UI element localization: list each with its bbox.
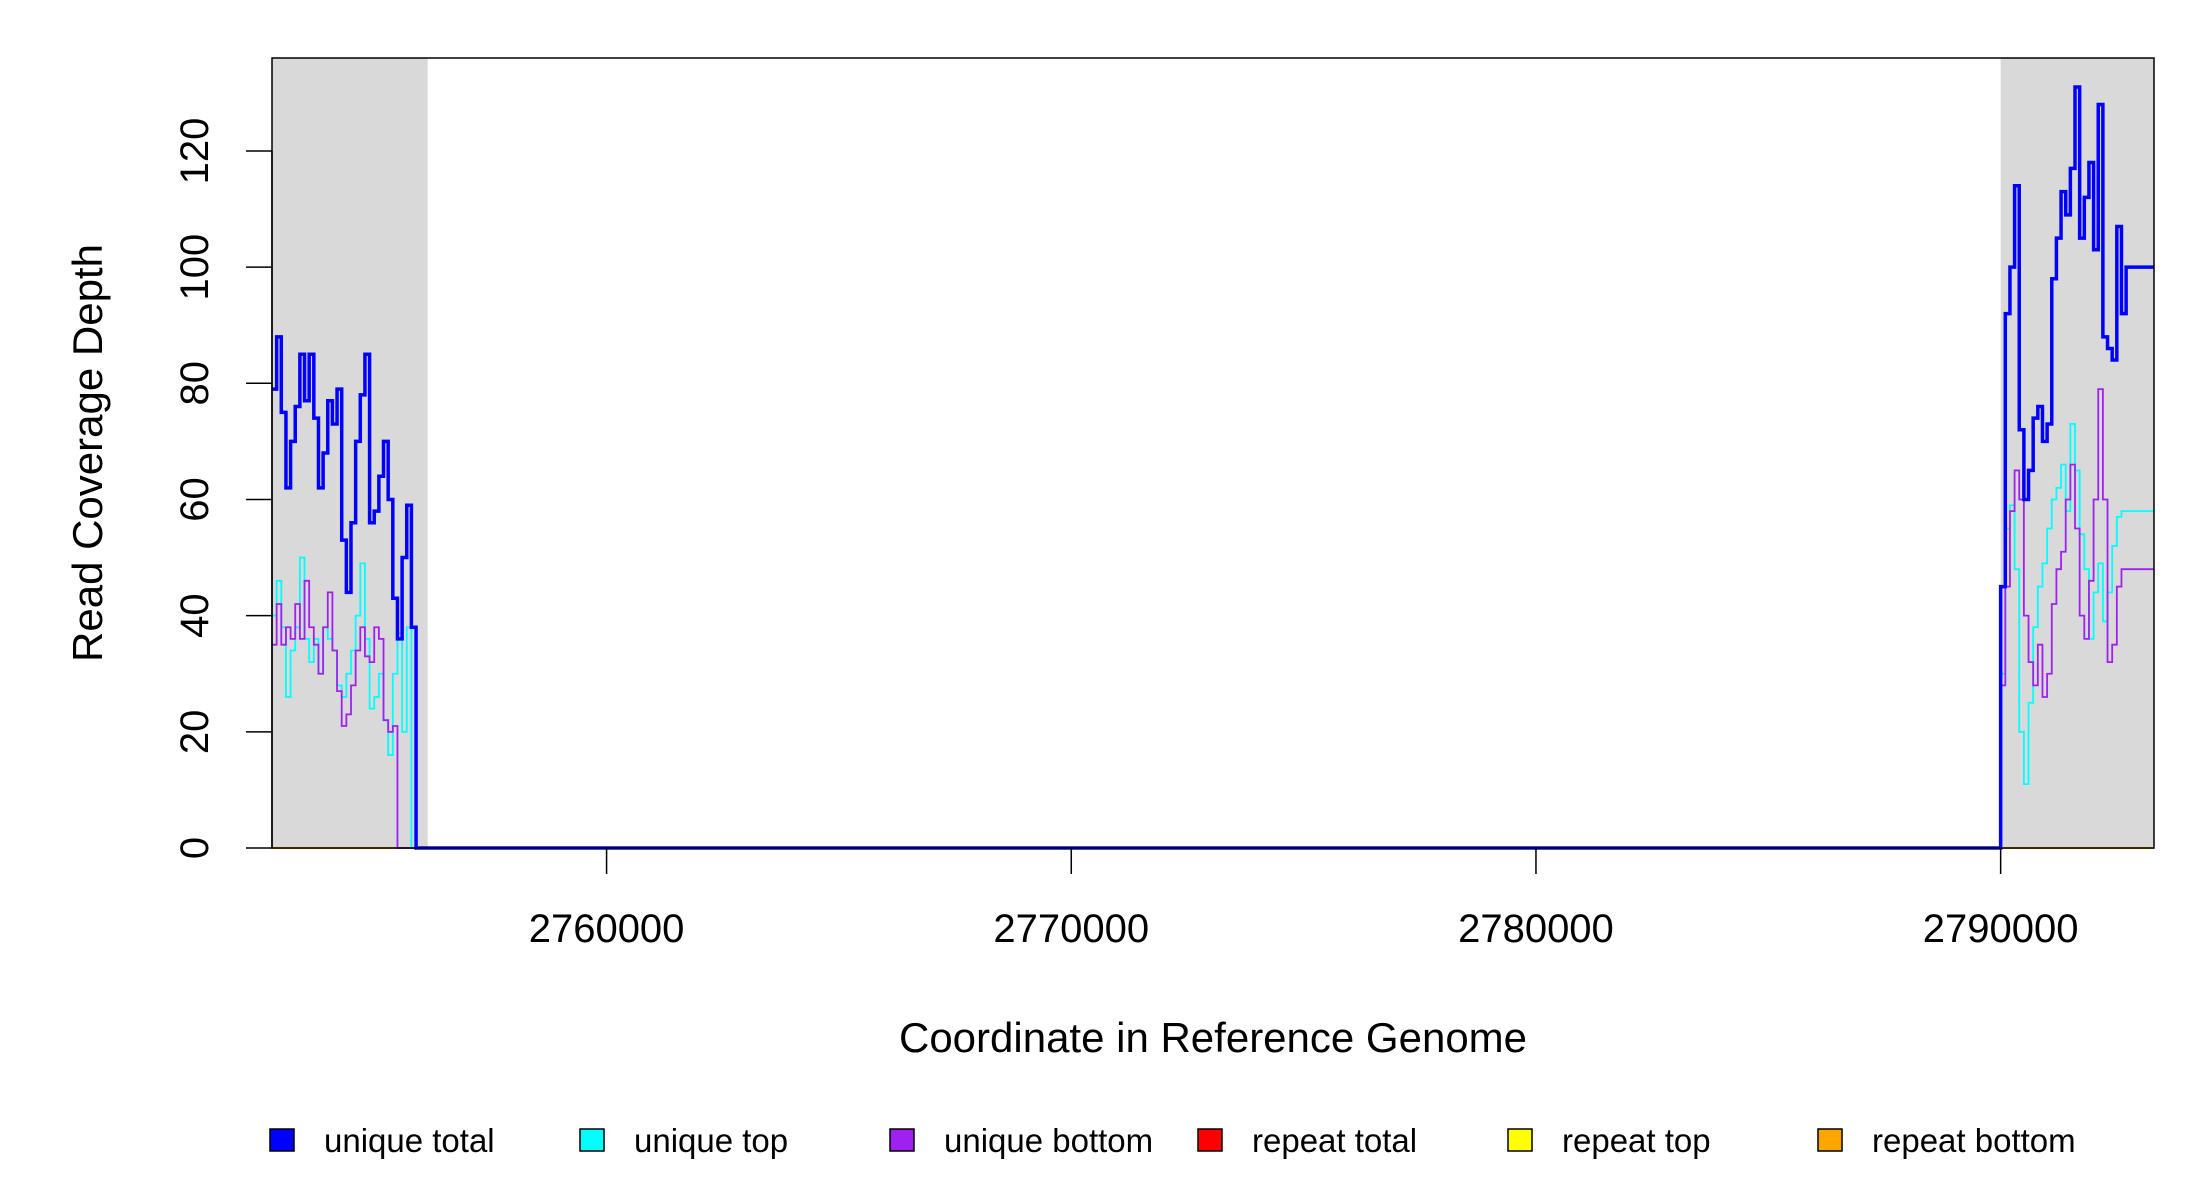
- y-tick-label: 100: [173, 234, 217, 301]
- legend-swatch: [889, 1128, 915, 1152]
- legend-swatch: [1507, 1128, 1533, 1152]
- series-lines: [272, 85, 2154, 850]
- series-line-unique-top: [272, 423, 2154, 849]
- shaded-regions: [272, 58, 2154, 848]
- legend-swatch: [579, 1128, 605, 1152]
- legend-label: repeat bottom: [1872, 1122, 2076, 1159]
- legend-label: unique top: [634, 1122, 788, 1159]
- legend-item: repeat total: [1197, 1122, 1417, 1159]
- x-axis: 2760000 2770000 2780000 2790000: [529, 847, 2079, 951]
- y-tick-label: 40: [173, 593, 217, 638]
- legend-label: unique bottom: [944, 1122, 1153, 1159]
- plot-frame: [271, 57, 2155, 849]
- y-tick-label: 20: [173, 710, 217, 755]
- legend-item: unique bottom: [889, 1122, 1153, 1159]
- shaded-region: [2000, 58, 2154, 848]
- legend-item: unique top: [579, 1122, 788, 1159]
- y-tick-label: 80: [173, 361, 217, 406]
- x-tick-label: 2760000: [529, 907, 685, 951]
- legend-swatch: [1817, 1128, 1843, 1152]
- y-axis: 0 20 40 60 80 100 120: [173, 118, 273, 859]
- x-tick-label: 2780000: [1458, 907, 1614, 951]
- legend-label: repeat total: [1252, 1122, 1417, 1159]
- x-tick-label: 2790000: [1923, 907, 2079, 951]
- y-tick-label: 0: [173, 837, 217, 859]
- series-line-unique-total: [272, 85, 2154, 850]
- series-line-unique-bottom: [272, 388, 2154, 849]
- legend-item: unique total: [269, 1122, 495, 1159]
- shaded-region: [272, 58, 428, 848]
- legend-swatch: [1197, 1128, 1223, 1152]
- x-axis-label: Coordinate in Reference Genome: [899, 1014, 1527, 1061]
- legend-label: repeat top: [1562, 1122, 1711, 1159]
- x-tick-label: 2770000: [993, 907, 1149, 951]
- legend-item: repeat bottom: [1817, 1122, 2076, 1159]
- legend-swatch: [269, 1128, 295, 1152]
- y-tick-label: 60: [173, 477, 217, 522]
- legend: unique total unique top unique bottom repea…: [269, 1122, 2076, 1159]
- legend-label: unique total: [324, 1122, 495, 1159]
- legend-item: repeat top: [1507, 1122, 1711, 1159]
- y-axis-label: Read Coverage Depth: [64, 244, 111, 662]
- y-tick-label: 120: [173, 118, 217, 185]
